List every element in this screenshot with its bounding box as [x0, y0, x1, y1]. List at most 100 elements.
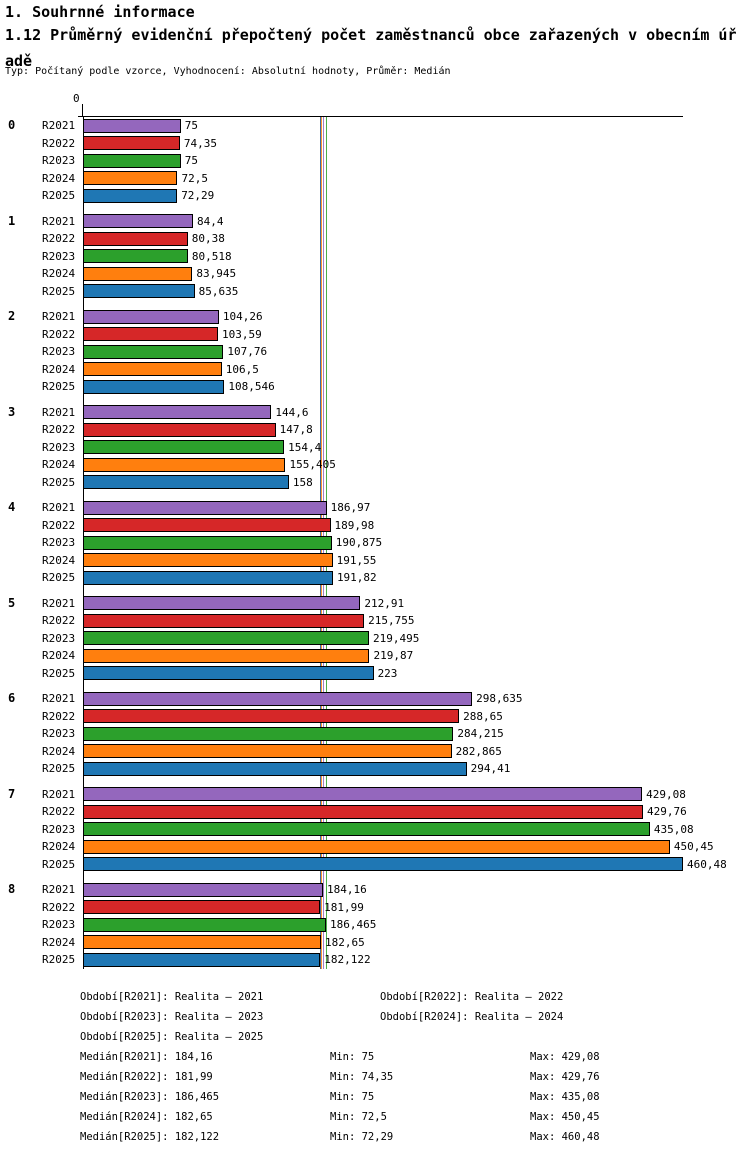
bar — [83, 188, 178, 203]
bar — [83, 691, 473, 706]
series-label: R2024 — [42, 267, 76, 281]
bar-chart: 0 R2021 75 R2022 74,35 R2023 75 R2024 72,5 R2025 7… — [0, 117, 750, 969]
bar — [83, 327, 218, 342]
series-label: R2024 — [42, 553, 76, 567]
bar-row: R2023 284,215 — [0, 725, 750, 743]
bar — [83, 266, 193, 281]
bar-row: R2024 191,55 — [0, 552, 750, 570]
bar-value-label: 191,82 — [336, 571, 377, 585]
bar-value-label: 181,99 — [324, 900, 364, 914]
y-axis-line — [83, 117, 84, 969]
series-label: R2025 — [42, 762, 76, 776]
series-label: R2023 — [42, 249, 76, 263]
bar-value-label: 460,48 — [687, 857, 727, 871]
series-label: R2021 — [42, 883, 76, 897]
bar — [83, 822, 650, 837]
bar — [83, 804, 643, 819]
bar — [83, 535, 332, 550]
bar-value-label: 429,08 — [646, 787, 686, 801]
bar-value-label: 75 — [184, 154, 198, 168]
bar — [83, 153, 181, 168]
series-label: R2025 — [42, 571, 76, 585]
series-label: R2025 — [42, 380, 76, 394]
bar — [83, 457, 286, 472]
series-label: R2025 — [42, 189, 76, 203]
group-label: 4 — [8, 500, 16, 514]
bar-row: R2021 298,635 — [0, 690, 750, 708]
group-label: 6 — [8, 691, 16, 705]
bar-group: 4 R2021 186,97 R2022 189,98 R2023 190,875 R2024… — [0, 499, 750, 587]
bar-value-label: 84,4 — [196, 214, 224, 228]
bar — [83, 648, 370, 663]
bar-value-label: 80,38 — [191, 232, 225, 246]
bar-row: R2023 186,465 — [0, 916, 750, 934]
series-label: R2021 — [42, 214, 76, 228]
bar-row: R2023 75 — [0, 152, 750, 170]
bar-row: R2021 144,6 — [0, 404, 750, 422]
bar — [83, 118, 181, 133]
series-label: R2025 — [42, 857, 76, 871]
bar-group: 6 R2021 298,635 R2022 288,65 R2023 284,215 R202… — [0, 690, 750, 778]
bar-value-label: 85,635 — [198, 284, 239, 298]
bar — [83, 917, 326, 932]
series-label: R2024 — [42, 171, 76, 185]
bar — [83, 726, 454, 741]
series-label: R2025 — [42, 666, 76, 680]
bar-row: R2022 181,99 — [0, 899, 750, 917]
bar-row: R2023 435,08 — [0, 821, 750, 839]
bar-value-label: 104,26 — [222, 310, 263, 324]
series-label: R2021 — [42, 405, 76, 419]
bar-row: R2022 74,35 — [0, 135, 750, 153]
bar-value-label: 186,465 — [329, 918, 377, 932]
group-label: 0 — [8, 118, 16, 132]
bar-row: R2024 83,945 — [0, 265, 750, 283]
bar-value-label: 182,122 — [324, 953, 371, 967]
series-label: R2023 — [42, 822, 76, 836]
bar — [83, 500, 327, 515]
bar-row: R2025 460,48 — [0, 856, 750, 874]
bar — [83, 284, 195, 299]
bar — [83, 518, 331, 533]
bar-row: R2024 450,45 — [0, 838, 750, 856]
series-label: R2025 — [42, 284, 76, 298]
bar — [83, 249, 188, 264]
bar-group: 0 R2021 75 R2022 74,35 R2023 75 R2024 72,5 R2025 7… — [0, 117, 750, 205]
series-label: R2024 — [42, 935, 76, 949]
bar-row: R2021 184,16 — [0, 881, 750, 899]
series-label: R2023 — [42, 440, 76, 454]
series-label: R2024 — [42, 458, 76, 472]
bar-value-label: 75 — [184, 119, 198, 133]
bar-row: R2022 103,59 — [0, 326, 750, 344]
series-label: R2021 — [42, 310, 76, 324]
bar-row: R2021 104,26 — [0, 308, 750, 326]
bar-value-label: 154,4 — [288, 440, 322, 454]
series-label: R2023 — [42, 631, 76, 645]
bar-row: R2021 212,91 — [0, 595, 750, 613]
bar — [83, 882, 323, 897]
bar-row: R2021 84,4 — [0, 213, 750, 231]
bar-value-label: 184,16 — [326, 883, 367, 897]
bar-value-label: 103,59 — [221, 327, 262, 341]
bar-group: 3 R2021 144,6 R2022 147,8 R2023 154,4 R2024 155,… — [0, 404, 750, 492]
stat-min: Min: 75 — [330, 1051, 375, 1063]
bar — [83, 214, 193, 229]
series-label: R2022 — [42, 423, 76, 437]
bar-group: 7 R2021 429,08 R2022 429,76 R2023 435,08 R2024 4… — [0, 786, 750, 874]
series-label: R2022 — [42, 805, 76, 819]
series-label: R2021 — [42, 787, 76, 801]
stat-max: Max: 429,76 — [530, 1071, 600, 1083]
bar-row: R2022 429,76 — [0, 803, 750, 821]
bar-value-label: 189,98 — [334, 518, 375, 532]
chart-title: 1.12 Průměrný evidenční přepočtený počet… — [5, 26, 737, 70]
stat-max: Max: 429,08 — [530, 1051, 600, 1063]
bar-group: 5 R2021 212,91 R2022 215,755 R2023 219,495 R202… — [0, 595, 750, 683]
bar-value-label: 74,35 — [183, 136, 217, 150]
bar — [83, 136, 180, 151]
bar-value-label: 80,518 — [191, 249, 232, 263]
series-label: R2022 — [42, 614, 76, 628]
series-label: R2022 — [42, 136, 76, 150]
group-label: 7 — [8, 786, 16, 801]
bar-value-label: 219,87 — [373, 649, 414, 663]
stat-max: Max: 460,48 — [530, 1131, 600, 1143]
bar-row: R2025 158 — [0, 474, 750, 492]
